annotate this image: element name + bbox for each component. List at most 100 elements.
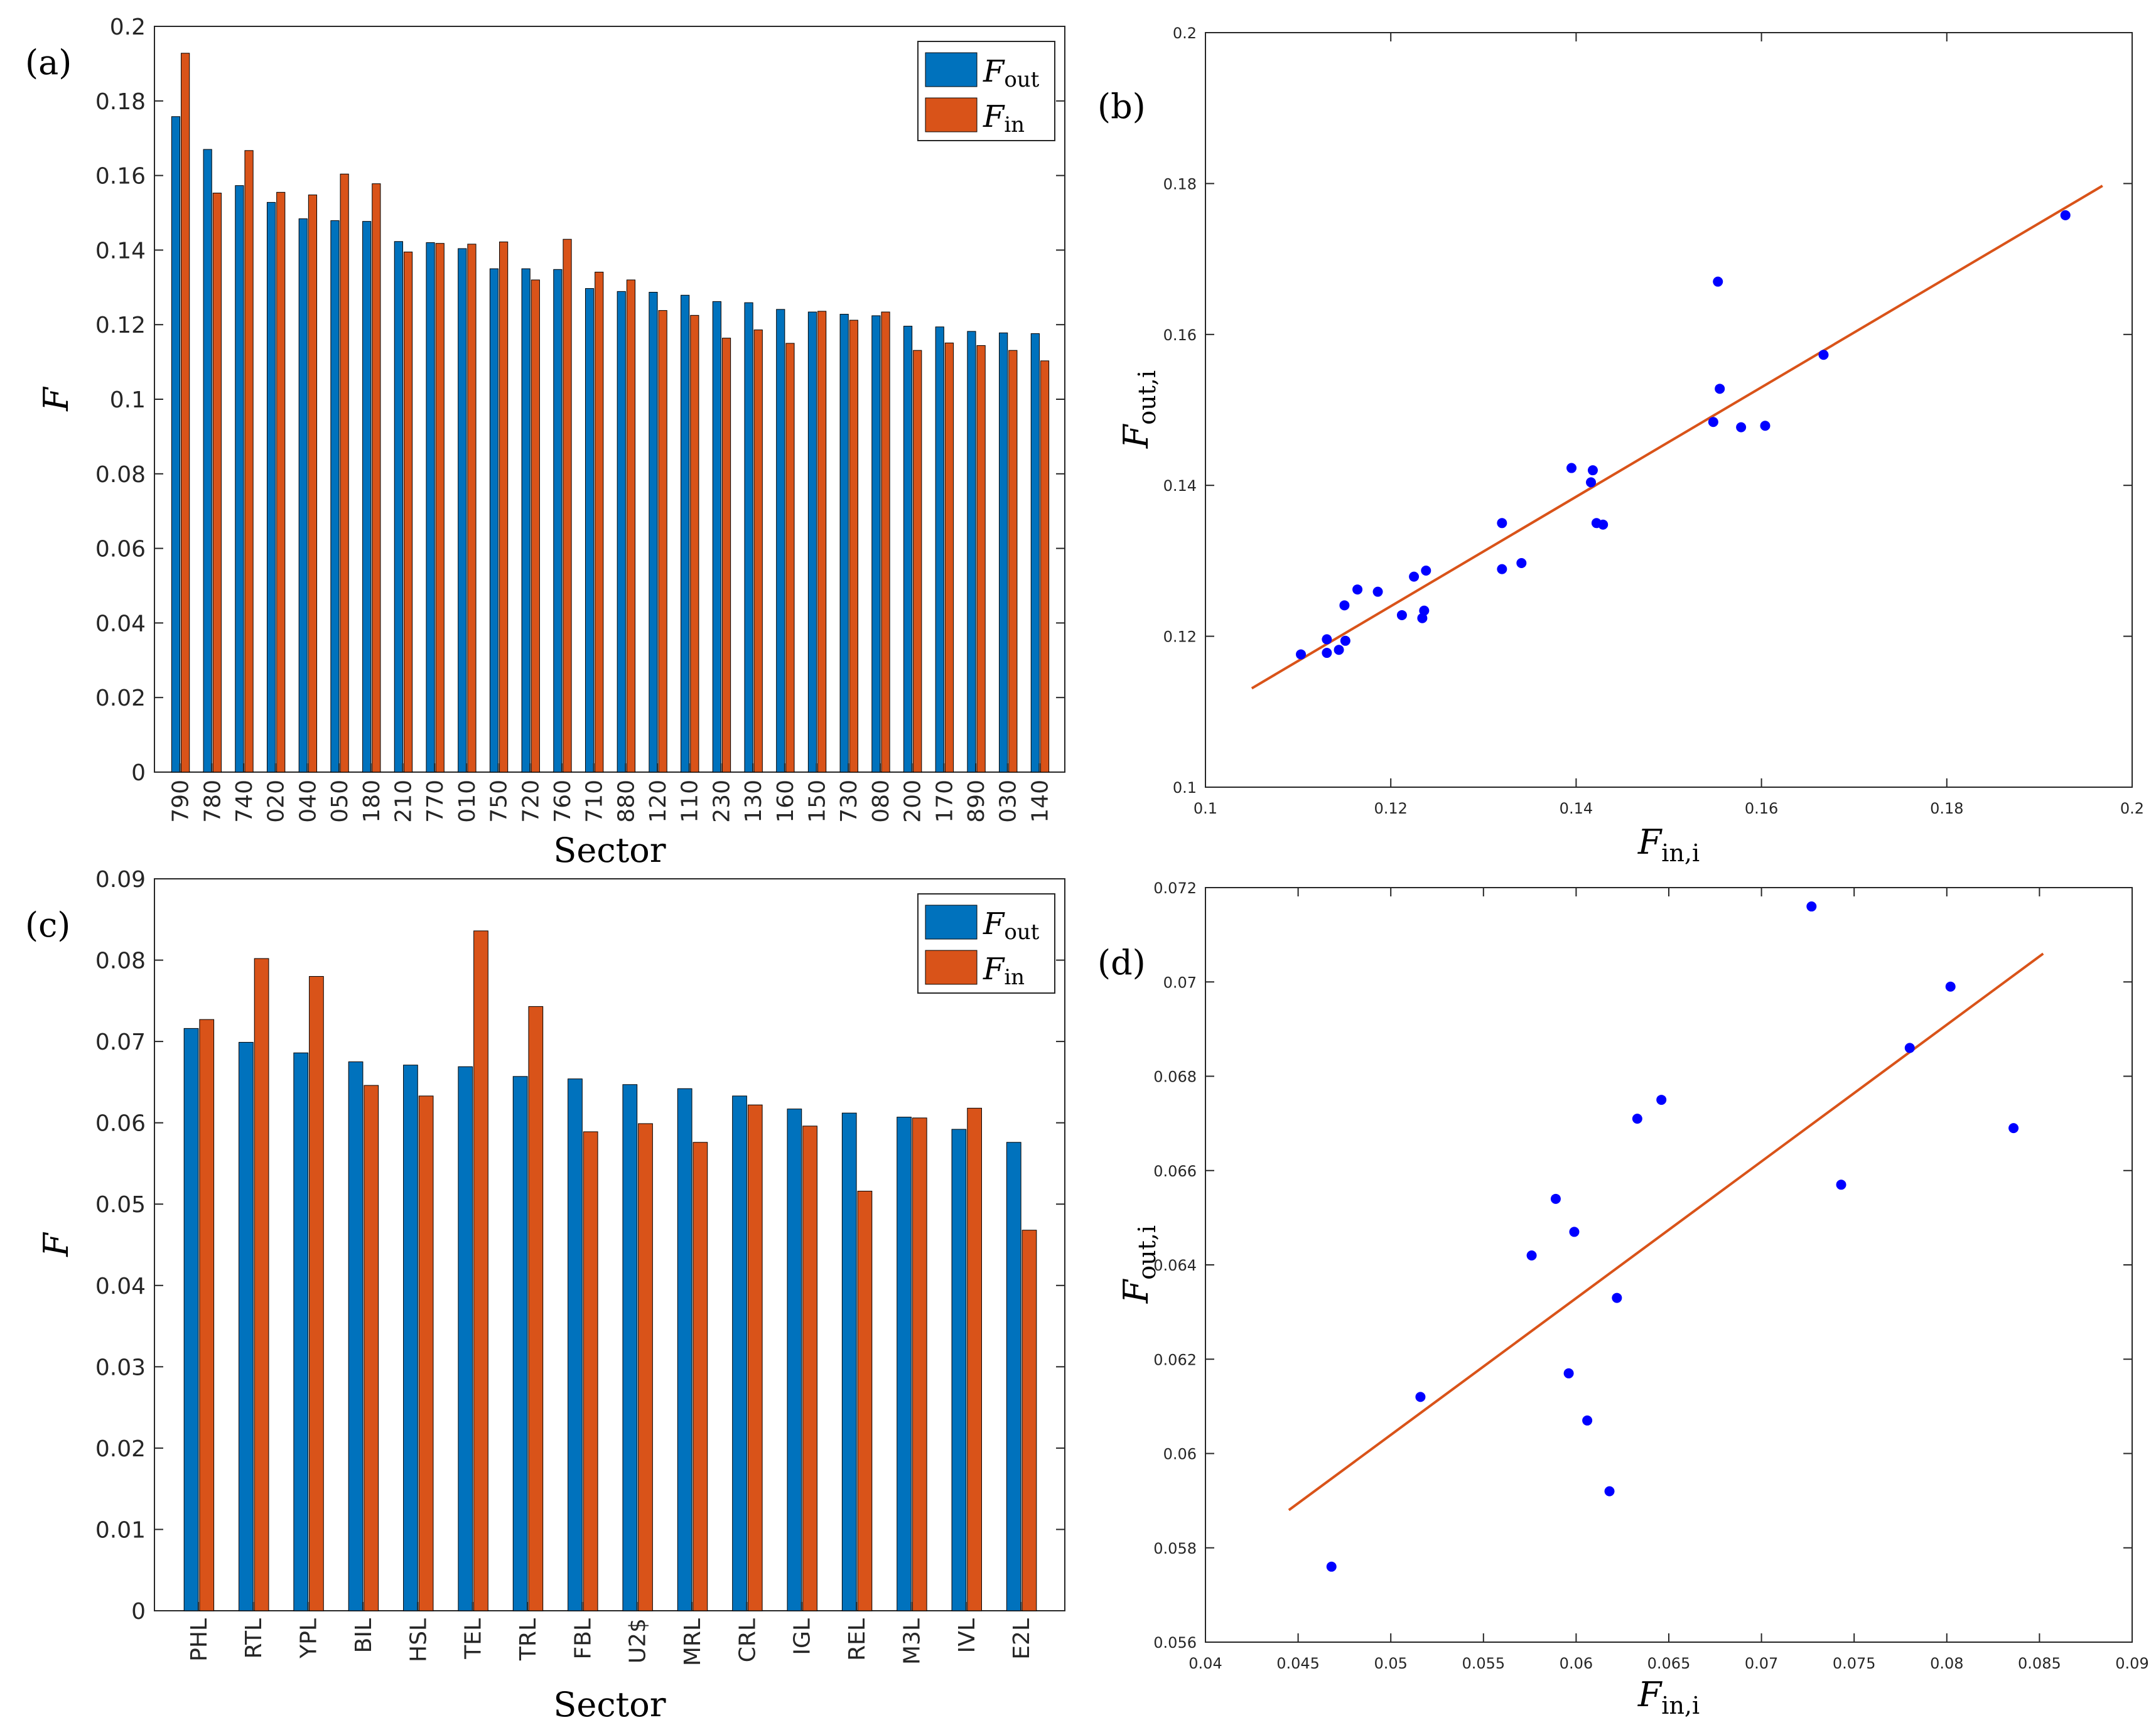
panel-c-ytick-label: 0.02 — [95, 1436, 146, 1462]
panel-c-xtick-label: MRL — [680, 1618, 706, 1666]
panel-a-xtick-label: 150 — [805, 780, 831, 823]
panel-a-bar-out — [298, 218, 308, 773]
panel-d-data-point — [1836, 1180, 1846, 1190]
chart-marks-layer: 0 0.02 0.04 0.06 0.08 0.1 0.12 0.14 0.16 0.18 0.2 7… — [95, 14, 2149, 1672]
panel-c-bar-out — [239, 1041, 254, 1611]
panel-c-xtick-label: RTL — [241, 1618, 267, 1658]
panel-c-bar-in — [309, 975, 324, 1611]
panel-c-ytick-label: 0.09 — [95, 867, 146, 893]
panel-a-bar-in — [403, 251, 413, 773]
panel-c-xtick-label: U2$ — [625, 1618, 651, 1663]
panel-c-label: (c) — [25, 905, 70, 945]
panel-a-xtick-label: 180 — [359, 780, 385, 823]
panel-a-ytick-label: 0.04 — [95, 611, 146, 637]
panel-c-ytick-label: 0.04 — [95, 1274, 146, 1299]
panel-a-xtick-label: 730 — [836, 780, 862, 823]
panel-a-bar-out — [681, 294, 690, 773]
panel-c-bar-out — [1006, 1142, 1021, 1611]
panel-c-ylabel: F — [36, 1232, 76, 1257]
panel-a-bar-out — [776, 309, 785, 773]
panel-c-xtick-label: CRL — [735, 1618, 760, 1662]
panel-d-ytick-label: 0.064 — [1153, 1257, 1197, 1274]
panel-a-xtick-label: 760 — [550, 780, 576, 823]
panel-a-bar-out — [394, 241, 403, 773]
panel-d-ytick-label: 0.072 — [1153, 879, 1197, 897]
panel-d-ytick-label: 0.07 — [1163, 974, 1197, 991]
panel-c-bar-out — [841, 1112, 857, 1611]
panel-d-xtick-label: 0.065 — [1647, 1655, 1691, 1672]
panel-b-data-point — [1334, 645, 1344, 655]
panel-b-ytick-label: 0.1 — [1173, 779, 1197, 797]
panel-b-data-point — [1566, 463, 1577, 473]
panel-a-bar-in — [499, 241, 509, 773]
panel-d-xtick-label: 0.04 — [1188, 1655, 1222, 1672]
panel-d-ytick-label: 0.056 — [1153, 1634, 1197, 1652]
panel-c-bar-in — [528, 1006, 544, 1611]
panel-d-data-point — [1569, 1227, 1580, 1237]
panel-a-bar-out — [807, 311, 817, 773]
panel-d-data-point — [1632, 1114, 1642, 1124]
panel-a-ytick-label: 0.08 — [95, 462, 146, 488]
panel-b-data-point — [1497, 564, 1507, 574]
panel-d-fit-line — [1288, 952, 2044, 1512]
panel-a-xtick-label: 750 — [487, 780, 512, 823]
panel-d-data-point — [1604, 1486, 1615, 1497]
panel-b-data-point — [1598, 519, 1609, 530]
panel-c-xtick-label: E2L — [1009, 1618, 1035, 1660]
panel-b-data-point — [1372, 586, 1383, 597]
legend-c-in-swatch — [925, 950, 978, 985]
panel-d-xtick-label: 0.075 — [1833, 1655, 1876, 1672]
panel-c-bar-out — [512, 1076, 528, 1611]
panel-b-xtick-label: 0.2 — [2120, 800, 2144, 817]
panel-a-bar-out — [649, 292, 658, 773]
panel-a-xtick-label: 770 — [423, 780, 448, 823]
panel-a-bar-in — [944, 342, 954, 773]
panel-a-bar-out — [458, 248, 467, 773]
panel-a-label: (a) — [25, 43, 72, 82]
panel-c-xtick-label: IVL — [954, 1618, 980, 1653]
panel-a-xtick-label: 160 — [773, 780, 799, 823]
panel-a-ylabel: F — [36, 386, 76, 412]
panel-b-data-point — [1340, 635, 1350, 646]
panel-b-ytick-label: 0.14 — [1163, 477, 1197, 495]
panel-a-bar-in — [435, 243, 445, 773]
panel-a-xtick-label: 170 — [932, 780, 957, 823]
panel-c-xtick-label: PHL — [186, 1618, 212, 1662]
panel-c-bar-in — [747, 1104, 763, 1611]
panel-a-bar-in — [340, 173, 349, 773]
panel-a-xtick-label: 050 — [327, 780, 353, 823]
panel-a-bar-out — [839, 314, 849, 773]
panel-a-bar-out — [489, 268, 499, 773]
panel-b-data-point — [1586, 477, 1597, 488]
panel-a-bar-in — [1008, 350, 1018, 773]
panel-a-bar-in — [753, 330, 763, 773]
panel-d-data-point — [1582, 1415, 1593, 1426]
legend-a-in-swatch — [925, 97, 978, 132]
panel-b-data-point — [2060, 210, 2071, 220]
panel-d-xtick-label: 0.09 — [2115, 1655, 2148, 1672]
panel-a-bar-out — [362, 221, 372, 773]
panel-b-xtick-label: 0.16 — [1745, 800, 1778, 817]
panel-c-xtick-label: FBL — [570, 1618, 596, 1659]
panel-a-xtick-label: 720 — [518, 780, 544, 823]
panel-d-data-point — [2008, 1123, 2019, 1134]
panel-c-bar-out — [622, 1084, 638, 1611]
panel-b-ylabel: Fout,i — [1116, 370, 1161, 449]
panel-a-bar-in — [181, 53, 190, 773]
panel-b-data-point — [1396, 610, 1407, 620]
panel-c-bar-in — [638, 1123, 653, 1611]
panel-a-ytick-label: 0.06 — [95, 537, 146, 562]
panel-d-data-point — [1563, 1368, 1574, 1378]
panel-c-bar-in — [802, 1126, 817, 1611]
panel-b-data-point — [1419, 605, 1430, 616]
panel-a-xtick-label: 140 — [1027, 780, 1053, 823]
panel-d-ytick-label: 0.062 — [1153, 1351, 1197, 1368]
panel-b-data-point — [1322, 634, 1332, 645]
panel-d-data-point — [1904, 1043, 1915, 1053]
panel-d-xtick-label: 0.08 — [1930, 1655, 1963, 1672]
panel-c-xtick-label: M3L — [899, 1618, 925, 1665]
panel-c-bar-out — [183, 1028, 199, 1611]
panel-b-xlabel: Fin,i — [1637, 822, 1700, 867]
panel-c-xtick-label: IGL — [790, 1618, 816, 1655]
panel-a-bar-in — [913, 350, 922, 773]
